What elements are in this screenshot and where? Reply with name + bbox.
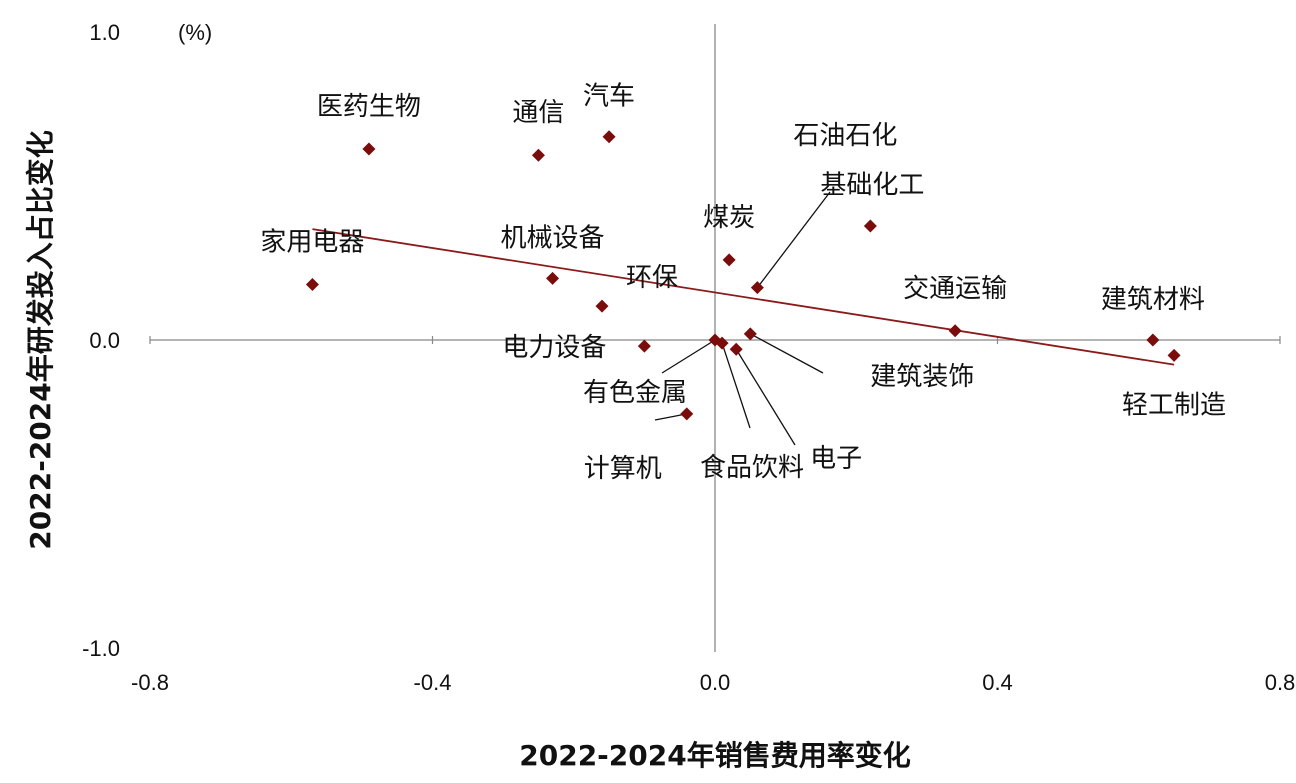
data-point xyxy=(863,219,877,233)
leader-line xyxy=(750,333,824,374)
unit-label: (%) xyxy=(178,20,212,45)
leader-line xyxy=(735,348,796,446)
data-point-label: 医药生物 xyxy=(317,92,421,122)
data-point-label: 煤炭 xyxy=(703,203,755,233)
data-point xyxy=(948,324,962,338)
y-tick-label: -1.0 xyxy=(82,636,120,661)
data-point-label: 电力设备 xyxy=(502,333,606,363)
x-tick-label: 0.4 xyxy=(982,670,1013,695)
data-point-label: 石油石化 xyxy=(793,121,897,151)
x-axis-title: 2022-2024年销售费用率变化 xyxy=(519,739,910,772)
x-tick-label: 0.8 xyxy=(1265,670,1296,695)
data-point-label: 环保 xyxy=(626,263,678,293)
data-point xyxy=(722,253,736,267)
data-point-label: 家用电器 xyxy=(260,228,364,258)
trendline xyxy=(312,228,1175,366)
x-tick-label: -0.4 xyxy=(414,670,452,695)
data-point xyxy=(602,130,616,144)
y-axis-title: 2022-2024年研发投入占比变化 xyxy=(24,130,57,549)
data-point-label: 机械设备 xyxy=(501,223,605,253)
data-point-label: 汽车 xyxy=(583,82,635,112)
data-point xyxy=(750,281,764,295)
data-point-label: 电子 xyxy=(810,444,862,474)
data-point-label: 轻工制造 xyxy=(1122,390,1226,420)
data-point xyxy=(1146,333,1160,347)
data-point-label: 建筑材料 xyxy=(1101,285,1205,315)
data-point xyxy=(305,278,319,292)
data-point xyxy=(715,336,729,350)
data-point-label: 建筑装饰 xyxy=(870,362,974,392)
data-point xyxy=(680,407,694,421)
data-point-label: 计算机 xyxy=(584,454,662,484)
data-point xyxy=(362,142,376,156)
data-point xyxy=(743,327,757,341)
data-point xyxy=(729,342,743,356)
leader-line xyxy=(721,342,751,429)
data-point xyxy=(595,299,609,313)
x-tick-label: 0.0 xyxy=(700,670,731,695)
data-point-label: 通信 xyxy=(512,98,564,128)
data-point-label: 基础化工 xyxy=(820,171,924,201)
data-point-label: 交通运输 xyxy=(903,274,1007,304)
x-tick-label: -0.8 xyxy=(131,670,169,695)
data-point xyxy=(546,271,560,285)
data-point xyxy=(531,148,545,162)
data-point-label: 食品饮料 xyxy=(700,453,804,483)
data-point xyxy=(1167,348,1181,362)
leader-line xyxy=(756,191,831,289)
leader-line xyxy=(661,339,716,374)
y-tick-label: 0.0 xyxy=(89,328,120,353)
data-point xyxy=(637,339,651,353)
data-point-label: 有色金属 xyxy=(583,378,687,408)
y-tick-label: 1.0 xyxy=(89,20,120,45)
